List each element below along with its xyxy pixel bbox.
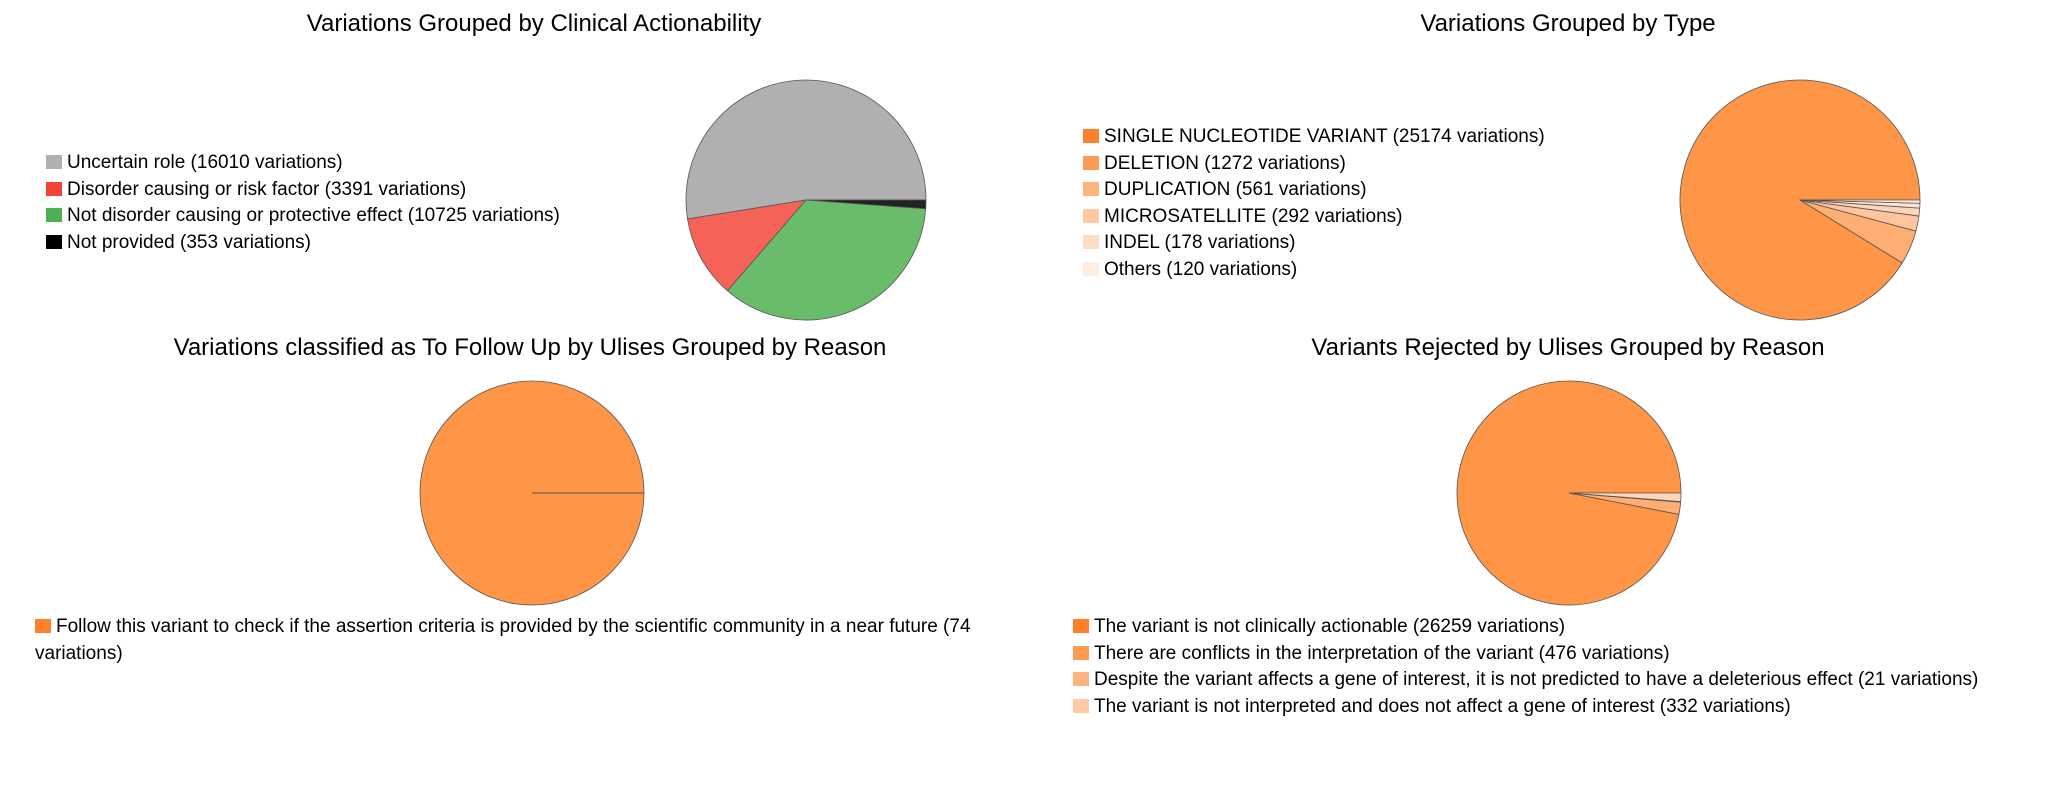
chart-title-clinical-actionability: Variations Grouped by Clinical Actionabi…	[306, 10, 762, 37]
legend-item[interactable]: SINGLE NUCLEOTIDE VARIANT (25174 variati…	[1083, 124, 1545, 151]
legend-label: MICROSATELLITE (292 variations)	[1104, 205, 1403, 227]
legend-swatch	[1083, 261, 1099, 276]
legend-swatch	[1083, 129, 1099, 143]
legend-label: Follow this variant to check if the asse…	[35, 616, 971, 664]
pie-slice[interactable]	[726, 199, 927, 321]
legend-swatch	[46, 208, 62, 222]
legend-label: DELETION (1272 variations)	[1104, 152, 1346, 174]
legend-item[interactable]: DELETION (1272 variations)	[1083, 151, 1545, 178]
chart-title-rejected-reason: Variants Rejected by Ulises Grouped by R…	[1311, 334, 1825, 361]
legend-swatch	[46, 155, 62, 169]
legend-item[interactable]: Others (120 variations)	[1083, 257, 1545, 284]
legend-item[interactable]: Not disorder causing or protective effec…	[46, 203, 560, 230]
pie-slice[interactable]	[1568, 492, 1682, 503]
legend-swatch	[1073, 645, 1089, 660]
legend-item[interactable]: Uncertain role (16010 variations)	[46, 150, 560, 177]
chart-title-follow-up-reason: Variations classified as To Follow Up by…	[173, 334, 887, 361]
pie-slice[interactable]	[685, 79, 927, 220]
legend-item[interactable]: DUPLICATION (561 variations)	[1083, 177, 1545, 204]
legend-swatch	[1073, 672, 1089, 686]
legend-label: Not provided (353 variations)	[67, 231, 311, 253]
legend-label: The variant is not clinically actionable…	[1094, 616, 1566, 637]
legend-swatch	[1073, 619, 1089, 633]
legend-label: INDEL (178 variations)	[1104, 232, 1296, 253]
legend-item[interactable]: The variant is not clinically actionable…	[1073, 614, 1978, 641]
pie-slice[interactable]	[1799, 199, 1921, 204]
pie-slice[interactable]	[805, 199, 927, 210]
legend-swatch	[1083, 182, 1099, 196]
legend-swatch	[46, 181, 62, 196]
legend-item[interactable]: Disorder causing or risk factor (3391 va…	[46, 177, 560, 204]
legend-swatch	[1083, 208, 1099, 223]
legend-item[interactable]: There are conflicts in the interpretatio…	[1073, 641, 1978, 668]
legend-item[interactable]: Despite the variant affects a gene of in…	[1073, 667, 1978, 694]
legend-swatch	[1083, 235, 1099, 249]
legend-label: SINGLE NUCLEOTIDE VARIANT (25174 variati…	[1104, 126, 1545, 147]
legend-swatch	[1073, 698, 1089, 713]
legend-label: Despite the variant affects a gene of in…	[1094, 669, 1979, 690]
legend-label: Disorder causing or risk factor (3391 va…	[67, 178, 467, 200]
legend-swatch	[46, 234, 62, 249]
legend-item[interactable]: MICROSATELLITE (292 variations)	[1083, 204, 1545, 231]
legend-label: Others (120 variations)	[1104, 258, 1298, 280]
legend-rejected-reason: The variant is not clinically actionable…	[1073, 614, 1978, 720]
legend-item[interactable]: INDEL (178 variations)	[1083, 230, 1545, 257]
legend-item[interactable]: Follow this variant to check if the asse…	[35, 614, 1005, 667]
legend-label: Uncertain role (16010 variations)	[67, 152, 343, 173]
legend-item[interactable]: Not provided (353 variations)	[46, 230, 560, 257]
legend-follow-up-reason: Follow this variant to check if the asse…	[35, 614, 1005, 667]
legend-swatch	[35, 619, 51, 633]
legend-label: Not disorder causing or protective effec…	[67, 205, 560, 226]
chart-title-variation-type: Variations Grouped by Type	[1420, 10, 1716, 37]
legend-label: The variant is not interpreted and does …	[1094, 695, 1791, 717]
legend-swatch	[1083, 155, 1099, 170]
legend-label: DUPLICATION (561 variations)	[1104, 179, 1367, 200]
legend-item[interactable]: The variant is not interpreted and does …	[1073, 694, 1978, 721]
legend-clinical-actionability: Uncertain role (16010 variations) Disorde…	[46, 150, 560, 256]
legend-label: There are conflicts in the interpretatio…	[1094, 642, 1670, 664]
pie-slice[interactable]	[687, 199, 808, 292]
legend-variation-type: SINGLE NUCLEOTIDE VARIANT (25174 variati…	[1083, 124, 1545, 283]
